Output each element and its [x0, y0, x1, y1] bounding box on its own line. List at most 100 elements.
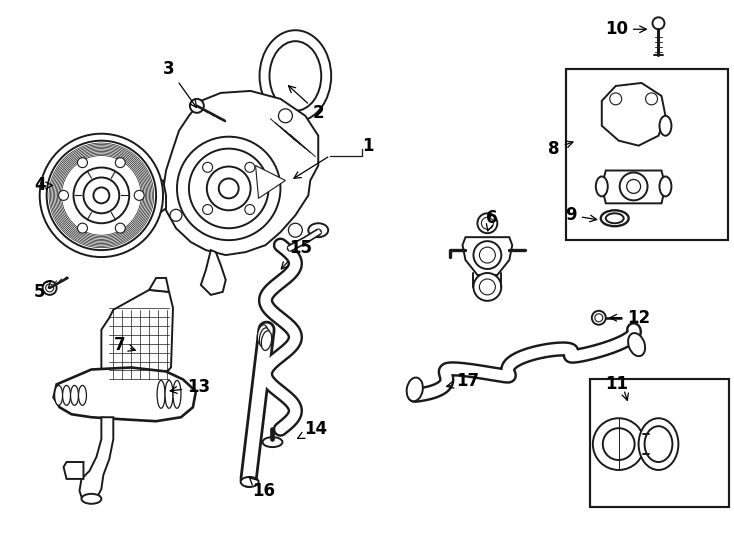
Ellipse shape [407, 377, 423, 401]
Text: 9: 9 [565, 206, 597, 224]
Ellipse shape [606, 213, 624, 223]
Ellipse shape [81, 494, 101, 504]
Circle shape [189, 148, 269, 228]
Polygon shape [54, 368, 196, 421]
Polygon shape [64, 462, 84, 479]
Circle shape [592, 311, 606, 325]
Circle shape [479, 279, 495, 295]
Ellipse shape [601, 210, 628, 226]
Circle shape [84, 178, 120, 213]
Text: 16: 16 [249, 477, 275, 500]
Ellipse shape [308, 223, 328, 237]
Ellipse shape [79, 386, 87, 406]
Circle shape [203, 163, 213, 172]
Circle shape [207, 166, 250, 210]
Circle shape [603, 428, 635, 460]
Ellipse shape [70, 386, 79, 406]
Text: 14: 14 [297, 420, 327, 438]
Polygon shape [602, 171, 666, 204]
Text: 11: 11 [606, 375, 628, 394]
Text: 3: 3 [163, 60, 197, 107]
Circle shape [219, 179, 239, 198]
Ellipse shape [134, 191, 144, 200]
Ellipse shape [54, 386, 62, 406]
Ellipse shape [115, 223, 126, 233]
Circle shape [93, 187, 109, 204]
Circle shape [190, 99, 204, 113]
Ellipse shape [261, 331, 272, 350]
Ellipse shape [259, 328, 269, 347]
Ellipse shape [263, 437, 283, 447]
Circle shape [170, 210, 182, 221]
Polygon shape [79, 417, 113, 499]
Circle shape [278, 109, 292, 123]
Circle shape [477, 213, 498, 233]
Polygon shape [101, 290, 173, 389]
Text: 2: 2 [288, 86, 324, 122]
Ellipse shape [639, 418, 678, 470]
Ellipse shape [165, 380, 173, 408]
Text: 5: 5 [34, 281, 51, 301]
Circle shape [40, 134, 163, 257]
Polygon shape [163, 91, 319, 255]
Text: 1: 1 [363, 137, 374, 154]
Circle shape [43, 281, 57, 295]
Circle shape [288, 223, 302, 237]
Circle shape [482, 217, 493, 229]
Ellipse shape [628, 333, 645, 356]
Text: 17: 17 [447, 373, 479, 390]
Ellipse shape [659, 177, 672, 197]
Polygon shape [201, 250, 226, 295]
Bar [566, 69, 728, 240]
Polygon shape [149, 278, 169, 292]
Circle shape [627, 179, 641, 193]
Text: 7: 7 [114, 336, 135, 354]
Circle shape [473, 241, 501, 269]
Circle shape [245, 205, 255, 214]
Polygon shape [602, 83, 666, 146]
Circle shape [203, 205, 213, 214]
Circle shape [47, 140, 156, 250]
Text: 15: 15 [281, 239, 312, 269]
Circle shape [73, 167, 129, 223]
Circle shape [479, 247, 495, 263]
Text: 12: 12 [610, 309, 650, 327]
Ellipse shape [258, 325, 268, 345]
Ellipse shape [62, 386, 70, 406]
Ellipse shape [596, 177, 608, 197]
Ellipse shape [260, 30, 331, 122]
Ellipse shape [157, 380, 165, 408]
Ellipse shape [659, 116, 672, 136]
Ellipse shape [78, 158, 87, 167]
Polygon shape [462, 237, 512, 275]
Text: 10: 10 [606, 20, 628, 38]
Ellipse shape [78, 223, 87, 233]
Ellipse shape [269, 41, 321, 111]
Ellipse shape [173, 380, 181, 408]
Circle shape [46, 284, 54, 292]
Circle shape [646, 93, 658, 105]
Polygon shape [149, 380, 171, 400]
Circle shape [473, 273, 501, 301]
Ellipse shape [241, 477, 258, 487]
Text: 4: 4 [34, 177, 52, 194]
Polygon shape [139, 180, 166, 215]
Circle shape [177, 137, 280, 240]
Circle shape [593, 418, 644, 470]
Circle shape [595, 314, 603, 322]
Polygon shape [106, 381, 121, 397]
Text: 13: 13 [170, 379, 211, 396]
Ellipse shape [59, 191, 68, 200]
Bar [566, 69, 728, 240]
Text: 6: 6 [486, 210, 497, 231]
Ellipse shape [115, 158, 126, 167]
Text: 8: 8 [548, 140, 573, 158]
Bar [590, 380, 729, 507]
Polygon shape [255, 166, 286, 198]
Circle shape [619, 172, 647, 200]
Circle shape [245, 163, 255, 172]
Circle shape [610, 93, 622, 105]
Ellipse shape [644, 426, 672, 462]
Bar [590, 380, 729, 507]
Circle shape [653, 17, 664, 29]
